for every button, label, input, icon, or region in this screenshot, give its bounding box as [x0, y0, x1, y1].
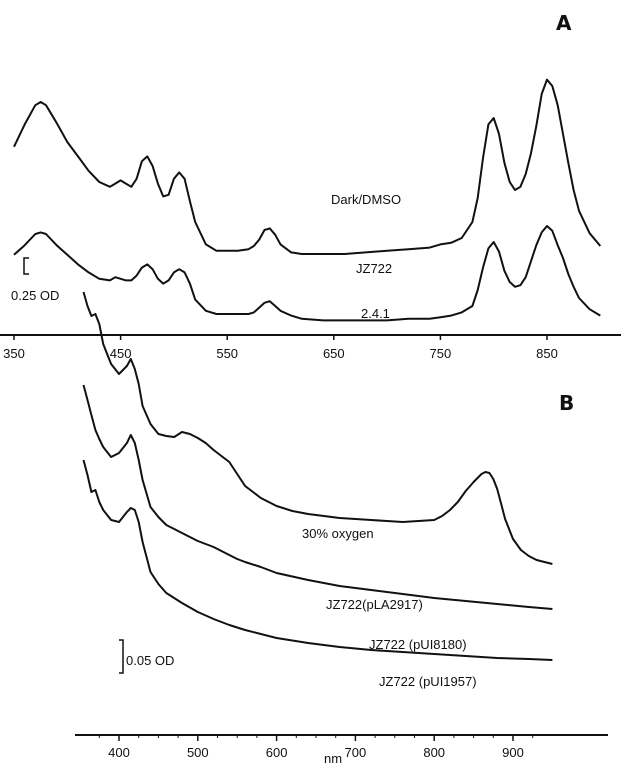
panel-b: B 30% oxygen JZ722(pLA2917) JZ722 (pUI81…	[75, 291, 608, 766]
series-line-2-4-1	[13, 225, 601, 322]
x-axis-label-b: nm	[324, 751, 342, 766]
x-tick-label-b-800: 800	[423, 745, 445, 760]
x-tick-label-a-850: 850	[536, 346, 558, 361]
scale-bar-label-a: 0.25 OD	[11, 288, 59, 303]
scale-bar-a	[23, 257, 29, 275]
series-label-jz722-pla2917: JZ722(pLA2917)	[326, 597, 423, 612]
series-line-jz722	[13, 78, 602, 255]
annotation-30-oxygen: 30% oxygen	[302, 526, 374, 541]
series-label-2-4-1: 2.4.1	[361, 306, 390, 321]
series-line-jz722-pui8180	[82, 384, 553, 610]
x-tick-label-a-450: 450	[110, 346, 132, 361]
x-axis-a: 350 450 550 650 750 850	[0, 334, 621, 361]
annotation-dark-dmso: Dark/DMSO	[331, 192, 401, 207]
scale-bar-bracket-b	[119, 639, 124, 674]
series-line-jz722-pla2917	[82, 291, 553, 565]
x-tick-label-b-500: 500	[187, 745, 209, 760]
x-tick-label-a-550: 550	[216, 346, 238, 361]
series-label-jz722: JZ722	[356, 261, 392, 276]
panel-a: A Dark/DMSO JZ722 2.4.1 0.25 OD 350 450 55…	[0, 11, 621, 361]
x-tick-label-a-650: 650	[323, 346, 345, 361]
x-tick-label-a-350: 350	[3, 346, 25, 361]
x-tick-label-b-400: 400	[108, 745, 130, 760]
panel-letter-b: B	[559, 391, 574, 415]
series-label-jz722-pui1957: JZ722 (pUI1957)	[379, 674, 477, 689]
x-tick-label-b-700: 700	[345, 745, 367, 760]
series-label-jz722-pui8180: JZ722 (pUI8180)	[369, 637, 467, 652]
x-tick-label-a-750: 750	[430, 346, 452, 361]
scale-bar-bracket-a	[23, 257, 29, 275]
panel-b-curves	[82, 291, 553, 661]
x-tick-label-b-900: 900	[502, 745, 524, 760]
panel-letter-a: A	[556, 11, 572, 35]
series-line-jz722-pui1957	[82, 459, 553, 661]
x-axis-b: 400 500 600 700 800 900	[75, 734, 608, 760]
scale-bar-b	[119, 639, 124, 674]
x-tick-label-b-600: 600	[266, 745, 288, 760]
panel-a-curves	[13, 78, 602, 322]
scale-bar-label-b: 0.05 OD	[126, 653, 174, 668]
